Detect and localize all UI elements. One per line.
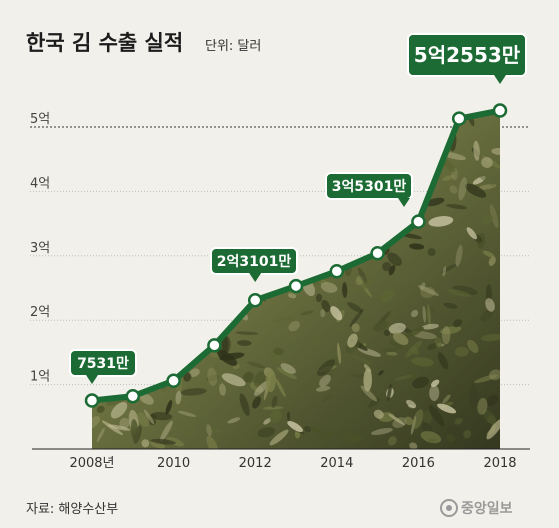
data-label: 7531만 [77,356,129,372]
data-callouts: 7531만 2억3101만 3억5301만 5억2553만 [69,33,527,384]
callout-box [69,349,137,377]
callout-pointer [249,273,262,282]
data-point [166,373,181,388]
y-tick-label: 1억 [30,370,50,385]
data-point [247,292,263,308]
callout-box [407,33,527,77]
data-point [84,393,100,408]
data-point [288,278,304,294]
callout-pointer [398,198,410,207]
y-tick-label: 5억 [30,112,50,127]
publisher-logo-text: 중앙일보 [461,500,513,517]
callout-pointer [494,75,506,84]
publisher-logo: 중앙일보 [440,499,513,517]
data-callout: 7531만 [69,349,137,384]
data-point [492,103,508,118]
data-point [329,264,345,279]
data-label: 2억3101만 [217,254,292,270]
data-label: 3억5301만 [332,179,407,195]
callout-pointer [86,375,98,384]
logo-circle-icon [440,499,458,517]
data-point [451,111,467,126]
data-point [411,214,426,229]
unit-label: 단위: 달러 [205,39,261,54]
y-axis-ticks: 1억 2억 3억 4억 5억 [30,112,50,385]
x-tick-label: 2014 [320,456,353,471]
x-tick-label: 2018 [483,456,516,471]
data-callout: 5억2553만 [407,33,527,84]
data-markers [84,103,508,408]
x-axis-ticks: 2008년 2010 2012 2014 2016 2018 [69,456,516,471]
data-callout: 2억3101만 [210,247,298,282]
x-tick-label: 2008년 [69,456,114,471]
data-point [207,338,222,353]
x-tick-label: 2010 [157,456,190,471]
x-tick-label: 2012 [239,456,272,471]
source-note: 자료: 해양수산부 [26,502,118,517]
y-tick-label: 3억 [30,241,50,256]
y-tick-label: 4억 [30,176,50,191]
chart-title: 한국 김 수출 실적 [26,31,183,55]
data-point [125,388,141,404]
logo-dot-icon [446,505,452,511]
data-point [370,245,385,261]
data-callout: 3억5301만 [325,172,413,207]
data-label: 5억2553만 [414,43,521,67]
y-tick-label: 2억 [30,305,50,320]
callout-box [325,172,413,200]
x-tick-label: 2016 [402,456,435,471]
